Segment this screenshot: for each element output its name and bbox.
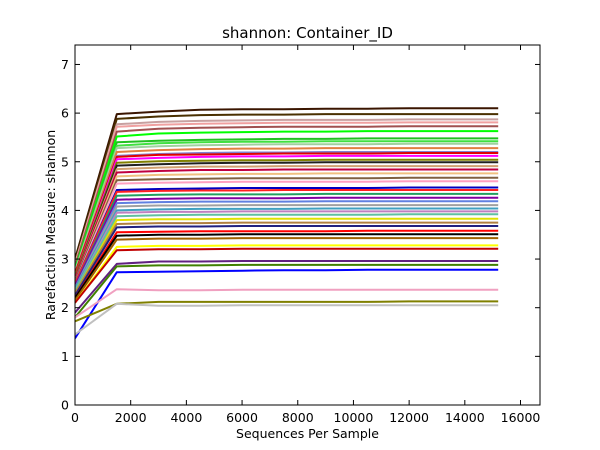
series-line-14: [75, 158, 499, 277]
y-tick-label: 1: [61, 349, 69, 364]
series-line-29: [75, 213, 499, 292]
series-line-39: [75, 263, 499, 319]
series-line-43: [75, 302, 499, 336]
x-tick-label: 4000: [170, 410, 202, 425]
series-line-6: [75, 130, 499, 270]
series-line-17: [75, 168, 499, 279]
x-tick-label: 2000: [115, 410, 147, 425]
series-line-42: [75, 300, 499, 323]
x-tick-label: 10000: [334, 410, 374, 425]
series-line-7: [75, 137, 499, 270]
y-tick-label: 2: [61, 300, 69, 315]
series-line-4: [75, 121, 499, 265]
series-line-19: [75, 176, 499, 282]
series-line-38: [75, 260, 499, 314]
y-tick-label: 0: [61, 398, 69, 413]
x-tick-label: 12000: [389, 410, 429, 425]
x-axis-title: Sequences Per Sample: [236, 426, 379, 441]
chart-title: shannon: Container_ID: [222, 24, 393, 43]
x-tick-label: 0: [71, 410, 79, 425]
series-line-20: [75, 180, 499, 284]
series-line-26: [75, 204, 499, 289]
x-tick-label: 16000: [501, 410, 541, 425]
series-line-36: [75, 244, 499, 304]
series-line-3: [75, 118, 499, 265]
y-tick-label: 4: [61, 203, 69, 218]
series-line-9: [75, 142, 499, 272]
x-tick-label: 14000: [445, 410, 485, 425]
series-line-27: [75, 207, 499, 289]
plot-area: [75, 107, 499, 339]
x-tick-label: 8000: [282, 410, 314, 425]
series-line-18: [75, 172, 499, 282]
series-line-8: [75, 140, 499, 272]
axis-ticks: 0 2000 4000 6000 8000 10000 12000 14000 16000 0 1 2…: [61, 45, 540, 425]
series-line-40: [75, 268, 499, 339]
plot-frame: [74, 44, 541, 406]
series-line-37: [75, 247, 499, 304]
y-tick-label: 7: [61, 57, 69, 72]
y-tick-label: 5: [61, 154, 69, 169]
series-line-28: [75, 210, 499, 292]
series-line-2: [75, 113, 499, 262]
series-line-21: [75, 186, 499, 284]
series-line-33: [75, 229, 499, 299]
series-line-12: [75, 152, 499, 274]
series-line-1: [75, 107, 499, 260]
series-line-23: [75, 192, 499, 287]
series-line-5: [75, 125, 499, 267]
series-line-31: [75, 221, 499, 294]
series-line-13: [75, 154, 499, 277]
series-line-32: [75, 225, 499, 297]
y-axis-title: Rarefaction Measure: shannon: [43, 130, 58, 320]
series-line-25: [75, 200, 499, 289]
series-line-35: [75, 237, 499, 301]
series-line-41: [75, 288, 499, 319]
series-line-34: [75, 233, 499, 299]
series-line-24: [75, 196, 499, 287]
series-line-16: [75, 165, 499, 279]
series-line-15: [75, 161, 499, 279]
x-tick-label: 6000: [226, 410, 258, 425]
y-tick-label: 3: [61, 252, 69, 267]
series-line-22: [75, 189, 499, 284]
series-line-30: [75, 217, 499, 294]
series-line-10: [75, 147, 499, 274]
y-tick-label: 6: [61, 106, 69, 121]
